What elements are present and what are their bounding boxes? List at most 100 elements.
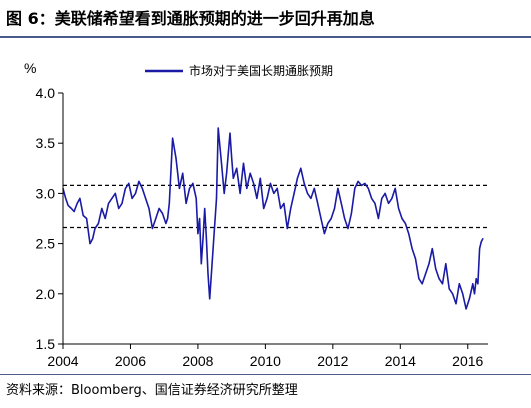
series-point	[482, 238, 484, 240]
series-point	[226, 172, 228, 174]
y-tick-label: 3.0	[36, 185, 56, 201]
series-point	[306, 192, 309, 194]
bottom-rule	[0, 374, 531, 375]
series-point	[280, 207, 282, 210]
series-point	[317, 202, 319, 204]
series-point	[155, 217, 157, 220]
series-point	[231, 157, 233, 159]
series-point	[479, 248, 481, 250]
series-point	[480, 241, 482, 243]
series-point	[172, 137, 174, 139]
series-point	[428, 263, 430, 265]
x-tick-label: 2010	[250, 353, 281, 369]
x-tick-label: 2016	[452, 353, 483, 369]
y-tick-label: 3.5	[36, 135, 56, 151]
series-point	[114, 192, 116, 194]
series-point	[340, 202, 342, 204]
series-point	[205, 238, 207, 240]
series-point	[65, 197, 67, 199]
series-point	[89, 243, 91, 245]
series-point	[242, 162, 245, 164]
series-point	[200, 263, 202, 265]
legend: 市场对于美国长期通胀预期	[145, 63, 333, 78]
series-point	[337, 187, 339, 189]
series-point	[188, 187, 191, 189]
series-point	[330, 217, 332, 220]
series-point	[249, 172, 251, 174]
series-point	[94, 227, 96, 230]
series-layer	[62, 127, 484, 310]
series-point	[320, 217, 322, 220]
series-point	[215, 197, 218, 199]
series-point	[367, 187, 369, 189]
series-point	[192, 182, 194, 184]
x-tick-label: 2014	[385, 353, 416, 369]
legend-label: 市场对于美国长期通胀预期	[189, 63, 333, 78]
series-point	[377, 217, 379, 220]
series-point	[204, 207, 206, 210]
series-point	[438, 278, 440, 280]
series-point	[197, 233, 199, 235]
series-point	[286, 227, 288, 230]
series-point	[354, 187, 356, 189]
series-point	[445, 263, 447, 265]
series-point	[327, 222, 329, 225]
series-point	[138, 180, 140, 182]
series-point	[364, 182, 366, 184]
series-point	[145, 197, 147, 199]
series-point	[199, 217, 201, 220]
series-point	[431, 248, 433, 250]
series-point	[124, 187, 126, 189]
x-tick-label: 2006	[115, 353, 146, 369]
series-point	[290, 207, 292, 210]
series-point	[310, 197, 312, 199]
series-point	[408, 233, 410, 235]
y-axis-unit: %	[24, 60, 36, 76]
series-point	[212, 248, 214, 250]
series-point	[118, 207, 120, 210]
series-point	[441, 283, 444, 285]
series-point	[259, 177, 261, 179]
series-point	[167, 217, 169, 220]
series-point	[425, 273, 427, 275]
series-point	[134, 192, 137, 194]
axes	[62, 93, 488, 345]
series-point	[121, 202, 123, 204]
series-point	[253, 182, 255, 184]
series-point	[107, 202, 110, 204]
series-point	[229, 132, 231, 134]
series-point	[300, 167, 302, 169]
title-rule	[0, 36, 531, 38]
series-point	[473, 293, 476, 295]
series-point	[269, 182, 271, 184]
series-point	[182, 172, 184, 174]
series-point	[175, 157, 177, 159]
series-point	[70, 207, 72, 210]
series-point	[462, 293, 464, 295]
series-point	[73, 210, 75, 213]
series-point	[303, 182, 305, 184]
series-point	[76, 202, 78, 204]
series-point	[128, 182, 130, 184]
series-point	[232, 177, 234, 179]
y-ticks: 1.5 2.0 2.5 3.0 3.5 4.0	[36, 85, 63, 352]
series-point	[82, 214, 84, 217]
series-point	[239, 192, 241, 194]
series-point	[391, 197, 393, 199]
series-point	[333, 207, 336, 210]
series-point	[347, 227, 349, 230]
series-point	[273, 192, 275, 194]
series-point	[101, 207, 103, 210]
series-point	[131, 197, 133, 199]
series-point	[148, 207, 150, 210]
series-point	[455, 303, 457, 305]
series-point	[452, 293, 454, 295]
series-point	[266, 197, 268, 199]
series-point	[387, 202, 390, 204]
series-point	[418, 278, 420, 280]
series-point	[246, 187, 248, 189]
series-point	[111, 197, 113, 199]
series-point	[411, 248, 413, 250]
y-tick-label: 4.0	[36, 85, 56, 101]
series-point	[401, 217, 403, 220]
